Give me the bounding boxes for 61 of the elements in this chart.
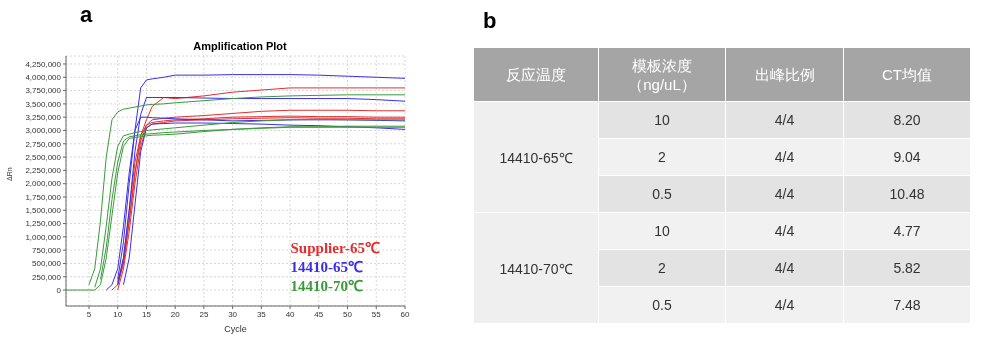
x-tick-label: 45 [314, 309, 324, 319]
category-label: 模板浓度（ng/uL） [598, 47, 726, 102]
text: 14410-70℃ [290, 277, 365, 296]
x-tick-label: 25 [199, 309, 209, 319]
text: 2 [658, 149, 666, 165]
text: 4/4 [774, 223, 795, 239]
x-axis-title: Cycle [224, 324, 247, 334]
text: 4.77 [893, 223, 921, 239]
y-tick-label: 4,000,000 [25, 73, 62, 83]
x-tick-label: 15 [141, 309, 152, 319]
y-tick-label: 0 [56, 285, 62, 295]
text: a [80, 2, 93, 28]
text: 9.04 [893, 149, 921, 165]
text: 0.5 [652, 186, 672, 202]
category-label: 出峰比例 [725, 47, 844, 102]
chart-title: Amplification Plot [192, 40, 288, 52]
text: 14410-65℃ [499, 149, 573, 166]
y-tick-label: 4,250,000 [25, 59, 62, 69]
y-tick-label: 2,000,000 [25, 179, 62, 189]
text: 0.5 [652, 297, 672, 313]
text: 2 [658, 260, 666, 276]
y-tick-label: 1,500,000 [25, 206, 62, 216]
y-tick-label: 1,000,000 [25, 232, 62, 242]
y-tick-label: 500,000 [32, 259, 62, 269]
y-tick-label: 2,250,000 [25, 166, 62, 176]
category-label: 反应温度 [473, 47, 599, 102]
y-tick-label: 250,000 [32, 272, 62, 282]
y-tick-label: 2,750,000 [25, 139, 62, 149]
x-tick-label: 50 [343, 309, 353, 319]
x-tick-label: 20 [170, 309, 181, 319]
text: 4/4 [774, 186, 795, 202]
text: 4/4 [774, 112, 795, 128]
text: 5.82 [893, 260, 921, 276]
x-tick-label: 55 [371, 309, 382, 319]
x-tick-label: 10 [113, 309, 123, 319]
text: Supplier-65℃ [290, 239, 380, 258]
x-tick-label: 60 [400, 309, 410, 319]
text: 8.20 [893, 112, 921, 128]
text: 7.48 [893, 297, 921, 313]
text: 4/4 [774, 260, 795, 276]
x-tick-label: 30 [228, 309, 238, 319]
text: b [483, 8, 497, 34]
text: 4/4 [774, 297, 795, 313]
y-tick-label: 1,250,000 [25, 219, 62, 229]
y-tick-label: 3,000,000 [25, 126, 62, 136]
y-tick-label: 1,750,000 [25, 192, 62, 202]
text: 14410-65℃ [290, 258, 365, 277]
y-tick-label: 3,250,000 [25, 113, 62, 123]
category-label: CT均值 [843, 47, 971, 102]
y-tick-label: 750,000 [32, 245, 62, 255]
text: 10 [654, 223, 670, 239]
text: 10 [654, 112, 670, 128]
text: 4/4 [774, 149, 795, 165]
text: 14410-70℃ [499, 260, 573, 277]
text: 10.48 [889, 186, 925, 202]
y-tick-label: 3,750,000 [25, 86, 62, 96]
x-tick-label: 35 [256, 309, 267, 319]
y-tick-label: 3,500,000 [25, 99, 62, 109]
x-tick-label: 5 [86, 309, 92, 319]
y-tick-label: 2,500,000 [25, 152, 62, 162]
x-tick-label: 40 [285, 309, 296, 319]
